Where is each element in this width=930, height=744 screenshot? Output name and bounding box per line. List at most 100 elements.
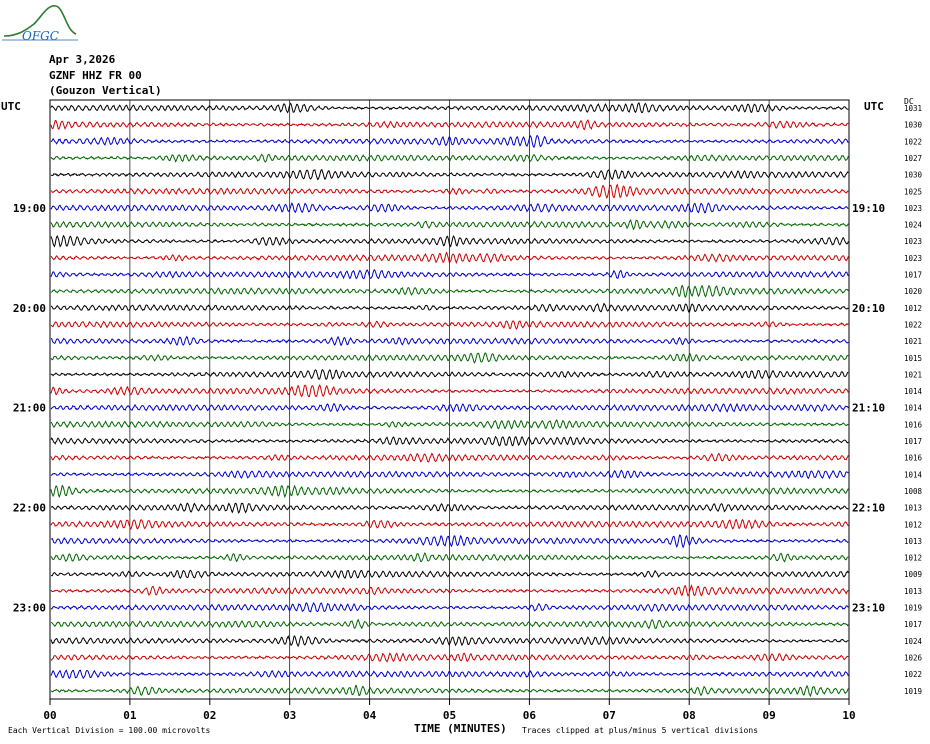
seismic-trace [50,268,849,280]
seismic-trace [50,335,849,347]
right-hour-label: 20:10 [852,302,885,315]
seismic-trace [50,402,849,413]
dc-offset-label: 1026 [904,653,923,662]
dc-offset-label: 1016 [904,454,923,463]
x-tick-label: 08 [683,709,696,722]
seismic-trace [50,484,849,499]
logo-text: OFGC [22,29,59,43]
footer-clip-note: Traces clipped at plus/minus 5 vertical … [522,726,759,735]
right-utc-label: UTC [864,100,884,113]
dc-offset-label: 1021 [904,370,922,379]
seismic-trace [50,552,849,563]
seismic-trace [50,419,849,430]
x-tick-label: 03 [283,709,296,722]
seismic-trace [50,352,849,364]
seismic-trace [50,368,849,380]
left-hour-label: 22:00 [13,502,46,515]
seismic-trace [50,102,849,114]
header-station: GZNF HHZ FR 00 [49,69,142,82]
seismic-trace [50,618,849,630]
dc-offset-label: 1019 [904,687,922,696]
seismic-trace [50,202,849,214]
dc-offset-label: 1022 [904,137,922,146]
dc-offset-label: 1013 [904,537,922,546]
seismic-trace [50,234,849,248]
dc-offset-label: 1008 [904,487,923,496]
dc-offset-label: 1015 [904,354,922,363]
x-tick-label: 04 [363,709,377,722]
logo-wave [3,5,77,37]
dc-offset-label: 1013 [904,504,922,513]
seismic-trace [50,634,849,648]
x-tick-label: 01 [123,709,137,722]
seismic-trace [50,652,849,663]
seismic-trace [50,684,849,698]
seismic-trace [50,435,849,447]
dc-offset-label: 1023 [904,204,922,213]
header-date: Apr 3,2026 [49,53,116,66]
dc-offset-label: 1022 [904,670,922,679]
x-tick-label: 07 [603,709,616,722]
x-tick-label: 10 [842,709,855,722]
seismic-trace [50,219,849,231]
seismic-trace [50,584,849,597]
dc-offset-label: 1021 [904,337,922,346]
dc-offset-label: 1016 [904,420,923,429]
dc-offset-label: 1025 [904,187,922,196]
seismic-trace [50,320,849,330]
seismic-trace [50,469,849,480]
seismic-trace [50,518,849,531]
dc-offset-label: 1023 [904,237,922,246]
dc-offset-label: 1014 [904,470,923,479]
x-tick-label: 09 [762,709,775,722]
x-tick-label: 02 [203,709,216,722]
right-hour-label: 22:10 [852,502,885,515]
dc-offset-label: 1012 [904,304,922,313]
dc-offset-label: 1027 [904,154,922,163]
left-hour-label: 19:00 [13,202,46,215]
ofgc-logo: OFGC [2,5,78,43]
right-hour-label: 19:10 [852,202,885,215]
seismic-trace [50,383,849,398]
seismic-trace [50,502,849,514]
seismic-trace [50,602,849,613]
header-location: (Gouzon Vertical) [49,84,162,97]
x-tick-label: 06 [523,709,537,722]
seismic-trace [50,452,849,463]
left-hour-label: 21:00 [13,402,46,415]
seismic-trace [50,119,849,131]
dc-offset-label: 1017 [904,271,922,280]
dc-offset-label: 1023 [904,254,922,263]
seismic-trace [50,284,849,299]
dc-offset-label: 1019 [904,604,922,613]
dc-offset-label: 1014 [904,387,923,396]
dc-offset-label: 1031 [904,104,922,113]
seismic-trace [50,569,849,580]
dc-offset-label: 1022 [904,320,922,329]
seismic-trace [50,169,849,181]
dc-offset-label: 1017 [904,437,922,446]
seismic-trace [50,135,849,149]
dc-offset-label: 1017 [904,620,922,629]
right-hour-label: 21:10 [852,402,885,415]
dc-offset-label: 1009 [904,570,922,579]
dc-offset-label: 1012 [904,554,922,563]
dc-offset-label: 1030 [904,171,923,180]
seismic-trace [50,251,849,265]
x-tick-label: 05 [443,709,456,722]
seismic-trace [50,669,849,680]
dc-offset-label: 1014 [904,404,923,413]
seismic-trace [50,302,849,313]
footer-scale-note: Each Vertical Division = 100.00 microvol… [8,726,211,735]
x-tick-label: 00 [43,709,56,722]
dc-offset-label: 1012 [904,520,922,529]
dc-offset-label: 1020 [904,287,923,296]
seismic-trace [50,153,849,163]
seismic-trace [50,534,849,549]
x-axis-title: TIME (MINUTES) [414,722,507,735]
dc-offset-label: 1013 [904,587,922,596]
dc-offset-label: 1024 [904,637,923,646]
seismic-trace [50,183,849,200]
left-hour-label: 20:00 [13,302,46,315]
